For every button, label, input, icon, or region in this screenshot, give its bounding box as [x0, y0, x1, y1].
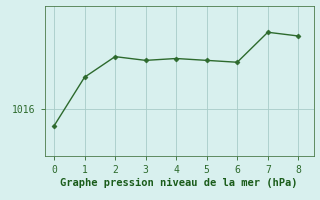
X-axis label: Graphe pression niveau de la mer (hPa): Graphe pression niveau de la mer (hPa) [60, 178, 298, 188]
